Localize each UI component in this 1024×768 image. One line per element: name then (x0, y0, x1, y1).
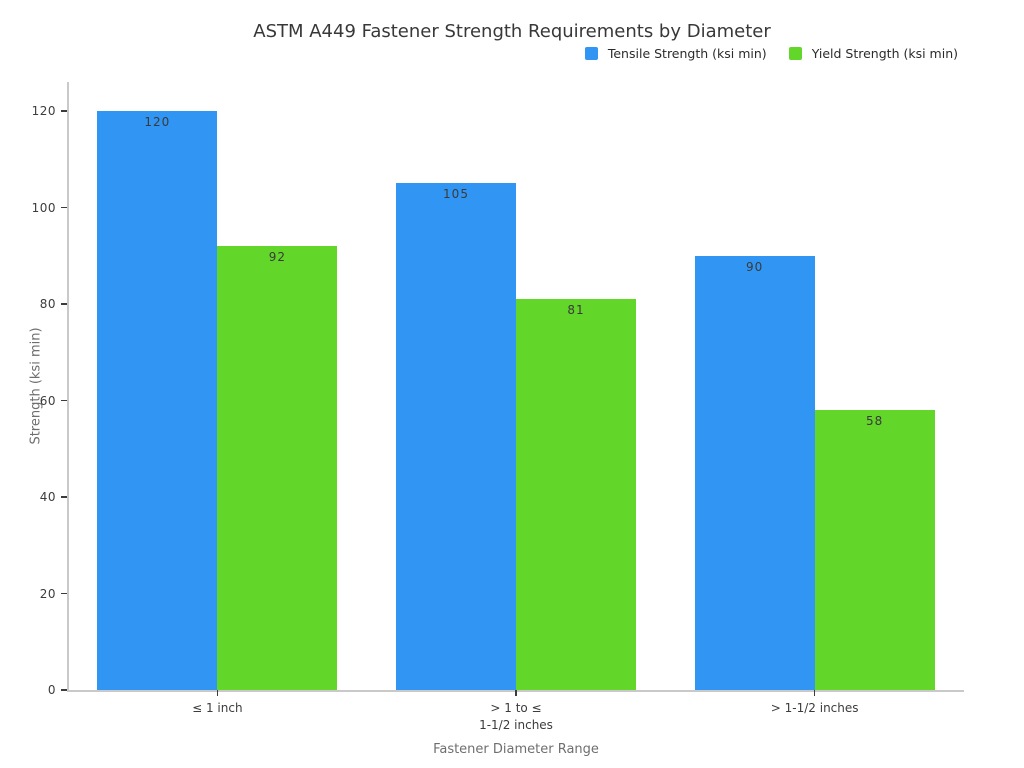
y-axis-tick-label: 40 (39, 490, 56, 504)
legend-swatch-icon (788, 47, 802, 60)
bar-yield-1 (516, 299, 636, 690)
bar-yield-2 (814, 410, 935, 690)
y-axis-tick (61, 303, 67, 305)
bar-value-label: 90 (746, 259, 764, 274)
x-axis-category-label: > 1-1/2 inches (770, 701, 859, 715)
bar-value-label: 120 (144, 115, 171, 129)
bar-value-label: 81 (567, 303, 585, 318)
y-axis-tick (61, 689, 67, 691)
x-axis-tick (216, 690, 219, 696)
legend-item: Tensile Strength (ksi min) (584, 46, 767, 61)
y-axis-line (67, 82, 69, 690)
legend: Tensile Strength (ksi min) Yield Strength… (584, 46, 958, 61)
x-axis-title: Fastener Diameter Range (433, 742, 599, 757)
legend-label: Tensile Strength (ksi min) (607, 46, 767, 61)
bar-tensile-1 (396, 183, 516, 690)
y-axis-tick (61, 206, 67, 209)
bar-tensile-0 (97, 111, 218, 690)
chart-title: ASTM A449 Fastener Strength Requirements… (253, 21, 771, 42)
y-axis-tick (61, 592, 67, 595)
plot-area: 0 20 40 60 80 100 120 ≤ 1 inch > 1 to ≤1-1/2 inc… (32, 82, 964, 732)
legend-label: Yield Strength (ksi min) (811, 46, 958, 61)
y-axis-tick (61, 110, 67, 112)
y-axis-tick-label: 20 (39, 586, 56, 601)
y-axis-tick-label: 80 (39, 297, 56, 311)
y-axis-title: Strength (ksi min) (28, 327, 44, 445)
y-axis-tick-label: 60 (39, 393, 56, 408)
bar-value-label: 105 (443, 187, 469, 202)
legend-swatch-icon (584, 47, 598, 60)
bar-yield-0 (217, 246, 338, 690)
bar-tensile-2 (694, 255, 815, 690)
y-axis-tick-label: 120 (31, 104, 56, 118)
x-axis-tick (515, 690, 517, 696)
x-axis-tick (813, 690, 816, 696)
y-axis-tick (61, 496, 67, 498)
bar-value-label: 58 (866, 414, 884, 429)
bar-value-label: 92 (268, 250, 286, 265)
x-axis-category-label: > 1 to ≤1-1/2 inches (479, 701, 553, 732)
x-axis-category-label: ≤ 1 inch (192, 701, 243, 715)
y-axis-tick-label: 100 (31, 200, 56, 215)
legend-item: Yield Strength (ksi min) (788, 46, 958, 61)
y-axis-tick (61, 399, 67, 402)
y-axis-tick-label: 0 (47, 683, 56, 697)
